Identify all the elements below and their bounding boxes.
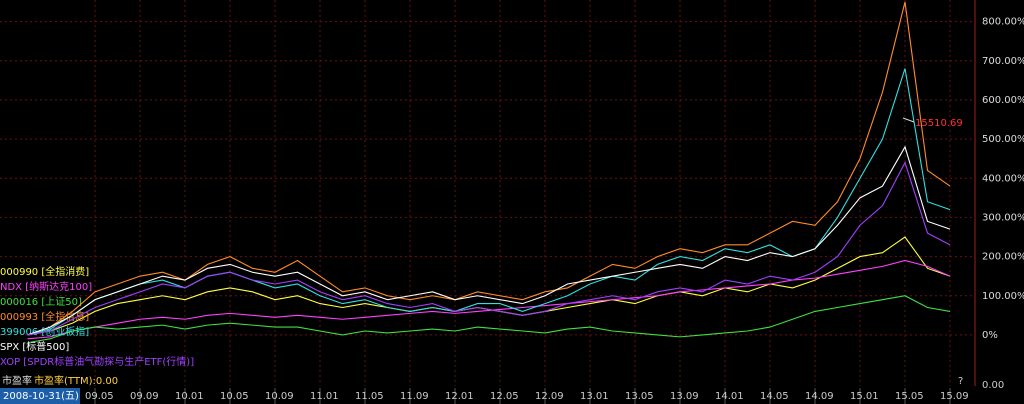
- x-tick-label: 13.05: [625, 391, 654, 402]
- x-tick-label: 14.01: [715, 391, 744, 402]
- x-tick-label: 15.09: [940, 391, 969, 402]
- series-line: [27, 161, 951, 336]
- y-tick-label: 600.00%: [982, 95, 1024, 106]
- x-tick-label: 14.09: [805, 391, 834, 402]
- y-tick-label: 800.00%: [982, 17, 1024, 28]
- y-tick-label: 0%: [982, 330, 998, 341]
- x-tick-label: 14.05: [760, 391, 789, 402]
- indicator: 市盈率: [2, 374, 32, 387]
- help: ?: [958, 376, 963, 387]
- indicator-value: 市盈率(TTM):0.00: [34, 374, 118, 387]
- legend-entry: 000990 [全指消费]: [0, 265, 89, 278]
- y-tick-label: 700.00%: [982, 56, 1024, 67]
- right-value: 0.00: [982, 380, 1004, 391]
- x-tick-label: 15.05: [895, 391, 924, 402]
- x-tick-label: 10.09: [265, 391, 294, 402]
- series-line: [27, 1, 951, 336]
- legend-entry: SPX [标普500]: [0, 340, 69, 353]
- legend-entry: NDX [纳斯达克100]: [0, 280, 92, 293]
- y-tick-label: 200.00%: [982, 252, 1024, 263]
- x-tick-label: 11.05: [355, 391, 384, 402]
- legend-entry: 000993 [全指信息]: [0, 310, 89, 323]
- date-box: [0, 388, 80, 404]
- annotation: 15510.69: [915, 118, 963, 129]
- y-tick-label: 500.00%: [982, 134, 1024, 145]
- x-tick-label: 09.09: [130, 391, 159, 402]
- legend-entry: 000016 [上证50]: [0, 296, 82, 308]
- x-tick-label: 13.09: [670, 391, 699, 402]
- y-tick-label: 100.00%: [982, 291, 1024, 302]
- y-tick-label: 400.00%: [982, 173, 1024, 184]
- x-tick-label: 11.01: [310, 391, 339, 402]
- legend-entry: XOP [SPDR标普油气勘探与生产ETF(行情)]: [0, 355, 194, 368]
- annotation-arrow: [902, 117, 915, 123]
- x-tick-label: 12.01: [445, 391, 474, 402]
- series-line: [27, 259, 951, 340]
- x-tick-label: 12.09: [535, 391, 564, 402]
- x-tick-label: 12.05: [490, 391, 519, 402]
- x-tick-label: 10.05: [220, 391, 249, 402]
- y-tick-label: 300.00%: [982, 212, 1024, 223]
- x-tick-label: 15.01: [850, 391, 879, 402]
- date: 2008-10-31(五): [3, 391, 79, 402]
- x-tick-label: 13.01: [580, 391, 609, 402]
- x-tick-label: 09.05: [85, 391, 114, 402]
- x-tick-label: 10.01: [175, 391, 204, 402]
- x-tick-label: 11.09: [400, 391, 429, 402]
- series-line: [27, 145, 951, 336]
- series-line: [27, 295, 951, 344]
